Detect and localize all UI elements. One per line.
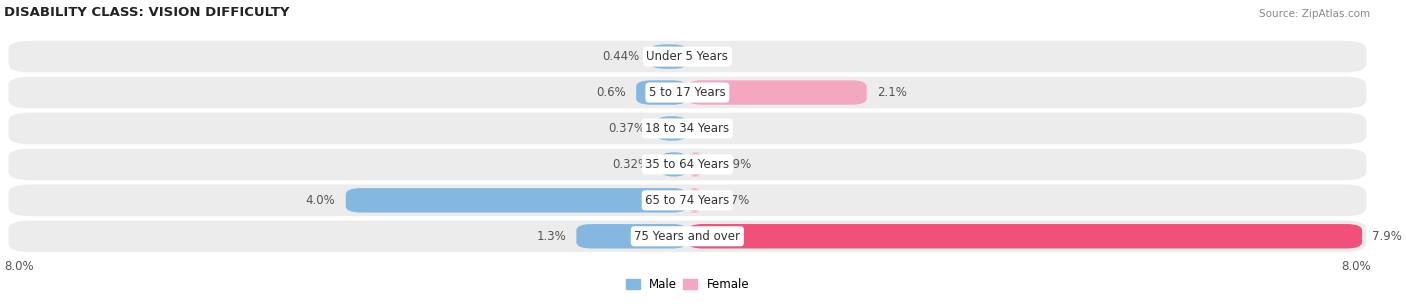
Text: 8.0%: 8.0% — [4, 260, 34, 273]
Text: 65 to 74 Years: 65 to 74 Years — [645, 194, 730, 207]
Text: 8.0%: 8.0% — [1341, 260, 1371, 273]
FancyBboxPatch shape — [636, 80, 688, 105]
Text: 0.44%: 0.44% — [602, 50, 640, 63]
FancyBboxPatch shape — [8, 41, 1367, 72]
FancyBboxPatch shape — [688, 224, 1362, 248]
Text: Under 5 Years: Under 5 Years — [647, 50, 728, 63]
Text: 1.3%: 1.3% — [536, 230, 567, 243]
FancyBboxPatch shape — [686, 188, 703, 212]
FancyBboxPatch shape — [8, 113, 1367, 144]
Text: 0.19%: 0.19% — [714, 158, 751, 171]
FancyBboxPatch shape — [8, 220, 1367, 252]
FancyBboxPatch shape — [655, 116, 688, 141]
FancyBboxPatch shape — [688, 152, 703, 177]
Text: 0.0%: 0.0% — [697, 122, 727, 135]
Text: 5 to 17 Years: 5 to 17 Years — [650, 86, 725, 99]
FancyBboxPatch shape — [650, 44, 688, 69]
Text: 0.32%: 0.32% — [613, 158, 650, 171]
Text: 0.0%: 0.0% — [697, 50, 727, 63]
FancyBboxPatch shape — [346, 188, 688, 212]
Text: 0.37%: 0.37% — [609, 122, 645, 135]
FancyBboxPatch shape — [659, 152, 688, 177]
Text: 75 Years and over: 75 Years and over — [634, 230, 741, 243]
Text: 18 to 34 Years: 18 to 34 Years — [645, 122, 730, 135]
Text: 0.17%: 0.17% — [713, 194, 749, 207]
Text: 2.1%: 2.1% — [877, 86, 907, 99]
Text: 35 to 64 Years: 35 to 64 Years — [645, 158, 730, 171]
Text: DISABILITY CLASS: VISION DIFFICULTY: DISABILITY CLASS: VISION DIFFICULTY — [4, 6, 290, 19]
FancyBboxPatch shape — [576, 224, 688, 248]
Text: 0.6%: 0.6% — [596, 86, 626, 99]
Text: 7.9%: 7.9% — [1372, 230, 1402, 243]
Text: Source: ZipAtlas.com: Source: ZipAtlas.com — [1260, 9, 1371, 19]
FancyBboxPatch shape — [8, 185, 1367, 216]
FancyBboxPatch shape — [8, 149, 1367, 180]
Text: 4.0%: 4.0% — [305, 194, 336, 207]
Legend: Male, Female: Male, Female — [621, 273, 754, 296]
FancyBboxPatch shape — [688, 80, 866, 105]
FancyBboxPatch shape — [8, 77, 1367, 108]
